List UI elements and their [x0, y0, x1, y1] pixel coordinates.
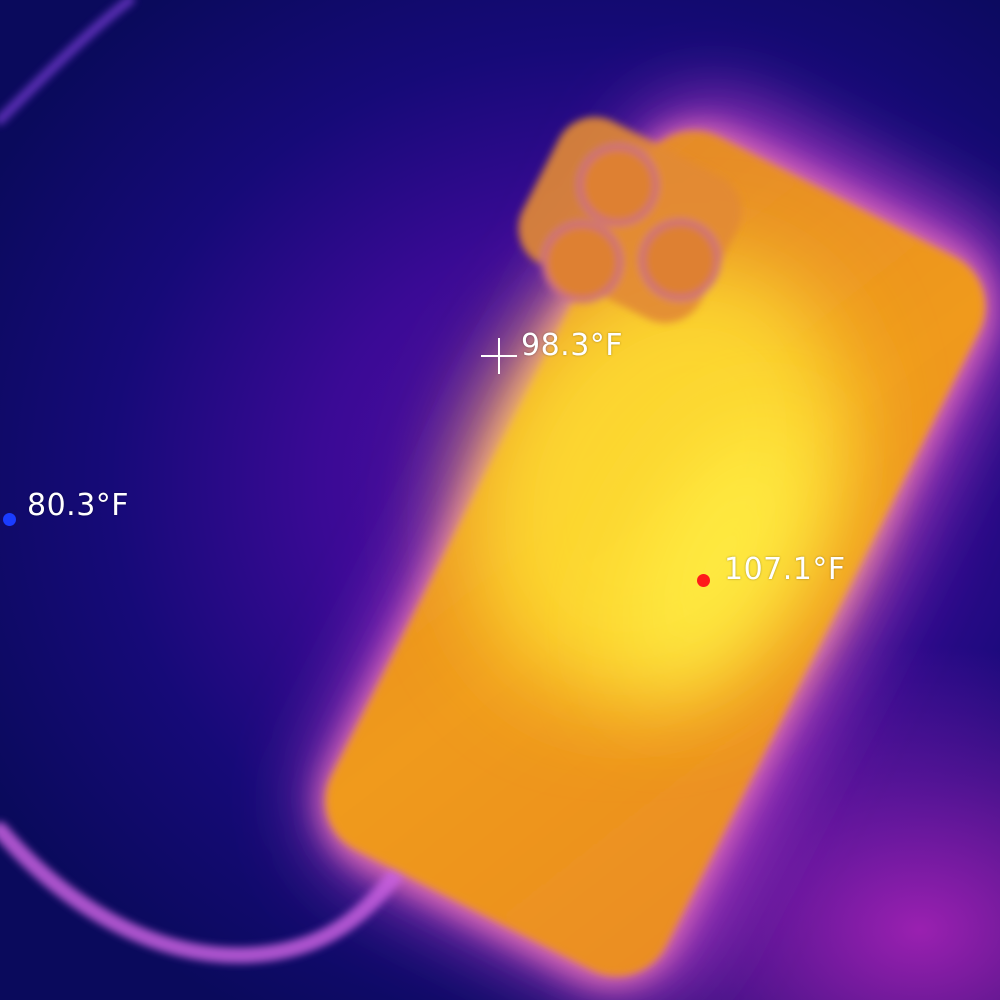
- min-temperature-dot-icon: [3, 513, 16, 526]
- camera-lens-2: [541, 221, 623, 303]
- max-temperature-dot-icon: [697, 574, 710, 587]
- camera-module: [518, 117, 742, 323]
- max-temperature-label: 107.1°F: [724, 552, 846, 587]
- crosshair-icon: [481, 338, 517, 374]
- camera-lens-1: [577, 144, 659, 226]
- hot-spot-core: [627, 422, 813, 698]
- min-temperature-label: 80.3°F: [27, 488, 130, 523]
- camera-lens-3: [639, 219, 721, 301]
- cable-top-left: [0, 0, 135, 125]
- center-temperature-label: 98.3°F: [521, 328, 624, 363]
- charging-cable: [0, 822, 428, 964]
